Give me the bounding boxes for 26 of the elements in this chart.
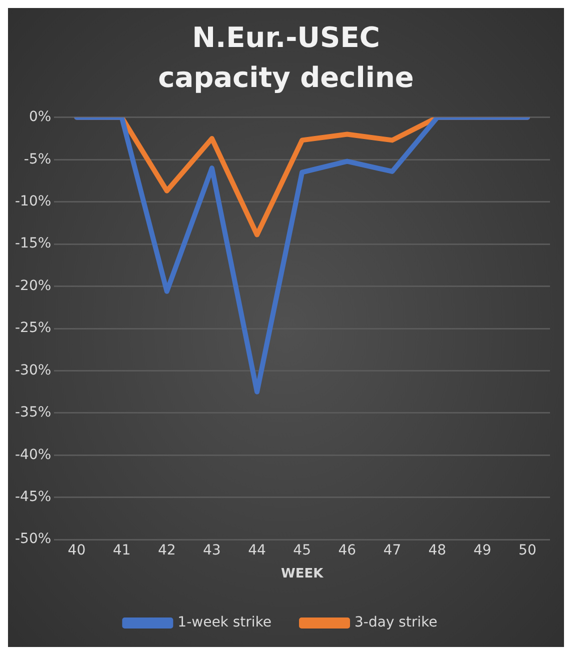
legend-label: 3-day strike (354, 614, 438, 631)
y-tick-label: -25% (14, 320, 52, 336)
y-tick-label: -45% (14, 489, 52, 506)
x-tick-label: 45 (293, 542, 311, 559)
x-tick-label: 42 (158, 542, 176, 559)
x-tick-label: 49 (473, 542, 492, 559)
x-tick-label: 44 (248, 542, 266, 559)
x-axis-title: WEEK (280, 566, 324, 582)
y-tick-label: -5% (24, 151, 52, 168)
y-tick-label: -40% (14, 446, 52, 463)
chart-title: N.Eur.-USEC capacity decline (157, 20, 415, 96)
y-tick-label: 0% (28, 109, 52, 126)
x-tick-label: 48 (428, 542, 446, 559)
x-tick-label: 40 (68, 542, 86, 559)
y-tick-label: -10% (14, 193, 52, 210)
x-tick-label: 43 (203, 542, 221, 559)
x-tick-label: 47 (383, 542, 402, 559)
x-tick-label: 50 (518, 542, 536, 559)
y-tick-label: -35% (14, 404, 52, 421)
y-tick-label: -15% (14, 236, 52, 252)
legend-label: 1-week strike (178, 614, 272, 631)
y-tick-label: -20% (14, 278, 52, 294)
x-tick-label: 41 (112, 542, 131, 559)
x-tick-label: 46 (338, 542, 356, 559)
y-tick-label: -50% (14, 531, 52, 548)
y-tick-label: -30% (14, 362, 52, 378)
